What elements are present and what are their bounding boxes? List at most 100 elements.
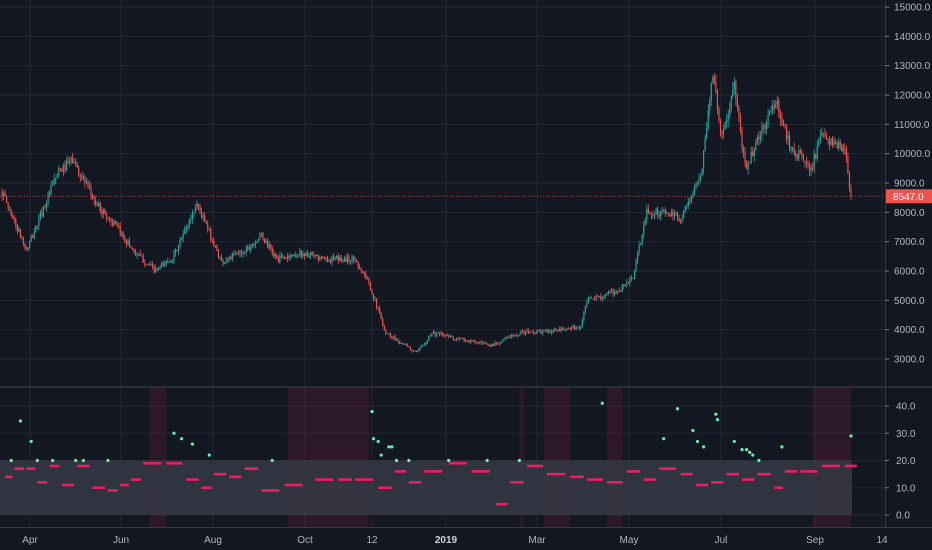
candle-down: [742, 148, 745, 153]
candle-up: [425, 342, 427, 345]
candle-down: [406, 344, 408, 347]
oscillator-below-band-mark: [741, 478, 755, 481]
oscillator-below-band-mark: [570, 475, 584, 479]
candle-up: [291, 254, 293, 258]
candle-down: [652, 214, 654, 216]
candle-down: [788, 135, 791, 150]
candle-up: [351, 256, 353, 262]
candle-down: [277, 258, 279, 262]
candle-down: [104, 209, 106, 214]
candle-down: [116, 223, 118, 226]
candle-down: [237, 252, 240, 254]
candle-down: [64, 164, 66, 171]
candle-down: [578, 326, 580, 329]
oscillator-below-band-mark: [643, 478, 657, 481]
oscillator-below-band-mark: [424, 470, 443, 473]
candle-up: [65, 160, 68, 171]
candle-up: [621, 284, 623, 292]
candle-down: [167, 261, 169, 263]
candle-up: [607, 292, 610, 293]
candle-down: [448, 335, 450, 337]
candle-down: [555, 329, 557, 331]
candle-up: [643, 224, 645, 235]
candle-up: [260, 232, 263, 235]
last-price-tag: 8547.0: [886, 189, 932, 204]
oscillator-below-band-mark: [408, 481, 422, 484]
candle-down: [738, 107, 740, 116]
candle-up: [2, 192, 5, 196]
oscillator-below-band-mark: [726, 472, 739, 476]
candle-up: [526, 330, 528, 332]
candle-up: [196, 203, 198, 208]
candle-down: [122, 232, 124, 238]
candle-down: [360, 269, 362, 271]
candle-up: [30, 235, 32, 241]
oscillator-below-band-mark: [130, 478, 141, 481]
candle-up: [833, 141, 835, 145]
oscillator-below-band-mark: [107, 489, 118, 492]
candle-down: [303, 253, 306, 257]
candle-down: [405, 343, 407, 345]
candle-up: [400, 343, 402, 344]
oscillator-below-band-mark: [395, 470, 407, 473]
candle-up: [331, 256, 333, 262]
candle-down: [145, 264, 147, 266]
candle-up: [234, 254, 236, 256]
candle-up: [454, 339, 456, 340]
candle-down: [489, 345, 491, 347]
candle-up: [154, 268, 157, 273]
candle-down: [409, 346, 411, 350]
candle-up: [161, 263, 163, 267]
oscillator-below-band-mark: [821, 464, 840, 468]
candle-down: [672, 211, 674, 216]
candle-up: [56, 174, 58, 178]
candle-down: [615, 292, 617, 294]
candle-down: [368, 277, 370, 284]
candle-up: [541, 331, 544, 334]
candle-up: [257, 238, 259, 242]
candle-down: [293, 254, 295, 256]
candle-down: [560, 328, 562, 331]
candle-down: [715, 81, 717, 91]
candle-up: [53, 178, 55, 185]
candle-down: [848, 173, 851, 189]
candle-up: [750, 151, 752, 163]
candle-down: [10, 209, 12, 216]
oscillator-tick-label: 40.0: [896, 402, 916, 413]
price-tick-label: 7000.0: [894, 237, 925, 248]
candle-up: [313, 254, 315, 256]
candle-up: [349, 261, 352, 263]
candle-down: [551, 331, 553, 333]
candle-up: [18, 228, 20, 232]
candle-down: [267, 240, 269, 248]
candle-down: [197, 203, 200, 207]
candle-up: [595, 295, 597, 300]
candle-down: [13, 218, 15, 220]
candle-up: [572, 326, 574, 327]
candle-down: [280, 255, 283, 258]
candle-down: [357, 262, 359, 268]
candle-down: [741, 130, 743, 149]
candle-down: [380, 313, 382, 319]
candle-up: [772, 105, 774, 111]
candle-down: [485, 343, 487, 345]
candle-down: [148, 264, 150, 266]
candle-up: [52, 184, 54, 186]
candle-up: [426, 340, 428, 343]
candle-down: [7, 202, 9, 207]
candle-down: [744, 152, 746, 164]
candle-up: [403, 343, 405, 345]
oscillator-above-band-mark: [691, 428, 695, 433]
candle-down: [276, 254, 278, 259]
candle-up: [710, 83, 712, 101]
candle-down: [87, 182, 89, 186]
candle-down: [592, 298, 594, 300]
price-tick-label: 12000.0: [894, 91, 931, 102]
candle-down: [835, 141, 837, 144]
candle-up: [524, 331, 527, 335]
candle-down: [839, 141, 841, 145]
oscillator-below-band-mark: [61, 483, 75, 487]
candle-up: [704, 137, 706, 151]
candle-down: [322, 256, 324, 259]
candle-down: [569, 328, 571, 330]
